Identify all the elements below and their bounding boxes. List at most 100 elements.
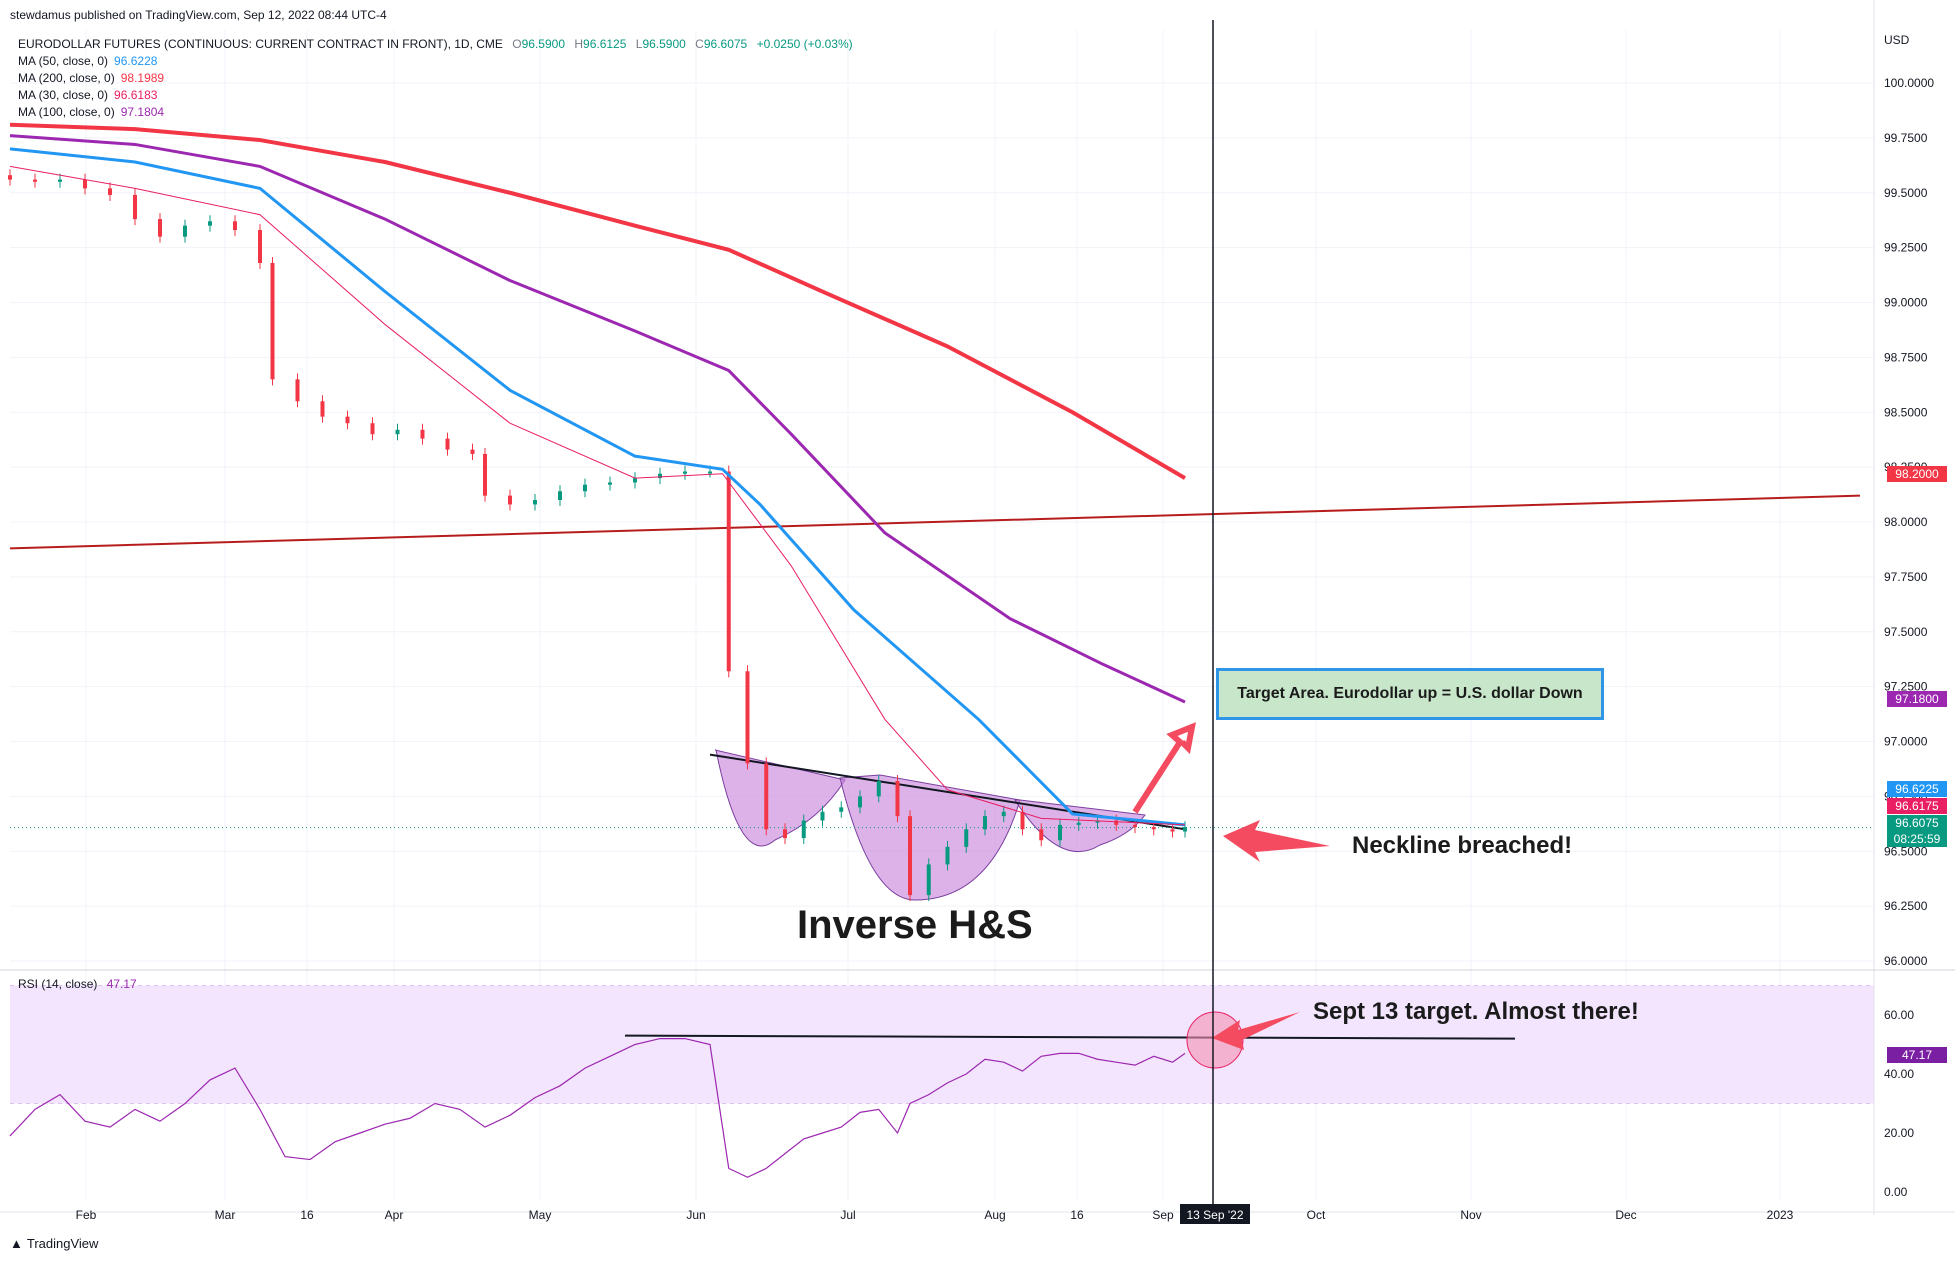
x-tick-label: 16 <box>1070 1208 1084 1222</box>
rsi-note: Sept 13 target. Almost there! <box>1313 998 1639 1025</box>
x-tick-label: Feb <box>76 1208 97 1222</box>
candle-body <box>876 781 881 797</box>
candle-body <box>295 379 300 402</box>
candle-body <box>1183 827 1187 832</box>
price-tag-ma100: 97.1800 <box>1887 691 1947 707</box>
candle-body <box>233 221 237 231</box>
legend-ma-200[interactable]: MA (200, close, 0) 98.1989 <box>18 71 165 85</box>
rsi-trendline <box>624 1034 1516 1040</box>
candle-body <box>726 471 731 672</box>
cursor-date-label: 13 Sep '22 <box>1186 1208 1243 1222</box>
y-tick-label: 99.0000 <box>1884 296 1928 310</box>
long-trendline <box>9 494 1861 550</box>
candle-body <box>533 500 537 505</box>
candle-body <box>745 671 750 764</box>
x-tick-label: Mar <box>215 1208 236 1222</box>
legend-ma-30[interactable]: MA (30, close, 0) 96.6183 <box>18 88 158 102</box>
candle-body <box>470 449 475 454</box>
candle-body <box>708 471 712 474</box>
trendline-layer <box>9 494 1874 831</box>
candle-body <box>583 484 587 492</box>
price-tag-ma50: 96.6225 <box>1887 781 1947 797</box>
candle-body <box>558 491 562 501</box>
neckline-arrow-icon <box>1223 820 1330 862</box>
y-tick-label: 97.5000 <box>1884 625 1928 639</box>
x-tick-label: 2023 <box>1767 1208 1794 1222</box>
annotation-arrows <box>1132 722 1330 1050</box>
candle-body <box>945 846 950 865</box>
tradingview-logo[interactable]: ▲ TradingView <box>10 1236 99 1251</box>
legend-ma-100[interactable]: MA (100, close, 0) 97.1804 <box>18 105 165 119</box>
candle-body <box>801 820 806 839</box>
candle-body <box>764 763 769 830</box>
candle-body <box>1133 824 1137 828</box>
candle-body <box>508 495 512 505</box>
y-tick-label: 100.0000 <box>1884 76 1934 90</box>
y-tick-label: 99.7500 <box>1884 131 1928 145</box>
rsi-tick-label: 40.00 <box>1884 1067 1914 1081</box>
y-tick-label: 99.2500 <box>1884 241 1928 255</box>
candle-body <box>783 829 787 839</box>
candlestick-series <box>8 169 1187 902</box>
tradingview-logo-icon: ▲ <box>10 1236 23 1251</box>
legend-ma-50[interactable]: MA (50, close, 0) 96.6228 <box>18 54 158 68</box>
rsi-legend[interactable]: RSI (14, close) 47.17 <box>18 977 137 991</box>
rsi-target-circle <box>1186 1011 1244 1069</box>
candle-body <box>320 401 325 417</box>
candle-body <box>1114 820 1119 825</box>
rsi-series <box>9 1011 1516 1178</box>
candle-body <box>420 429 425 439</box>
candle-body <box>964 829 969 847</box>
candle-body <box>820 811 825 821</box>
candle-body <box>258 230 262 263</box>
candle-body <box>345 416 350 424</box>
candle-body <box>658 473 662 479</box>
crosshair: 13 Sep '22 <box>1180 20 1250 1224</box>
x-tick-label: Nov <box>1460 1208 1481 1222</box>
y-tick-label: 98.5000 <box>1884 405 1928 419</box>
candle-body <box>683 471 687 474</box>
candle-body <box>83 179 87 189</box>
candle-body <box>858 796 862 808</box>
rsi-tick-label: 60.00 <box>1884 1008 1914 1022</box>
candle-body <box>58 179 62 182</box>
ohlc-open: 96.5900 <box>521 37 565 51</box>
candle-body <box>133 194 137 220</box>
candle-body <box>1001 811 1006 817</box>
candle-body <box>483 453 487 496</box>
up-arrow-icon <box>1132 722 1196 814</box>
left-shoulder-shape <box>714 749 846 847</box>
ma-line <box>9 122 1187 480</box>
candle-body <box>158 219 162 237</box>
x-tick-label: Aug <box>984 1208 1005 1222</box>
candle-body <box>1170 829 1175 832</box>
inverse-hs-shapes <box>714 749 1146 901</box>
candle-body <box>370 423 375 435</box>
candle-body <box>445 438 450 450</box>
price-tag-last: 96.6075 <box>1887 815 1947 831</box>
x-tick-label: May <box>529 1208 552 1222</box>
candle-body <box>270 262 275 380</box>
candle-body <box>926 864 931 896</box>
candle-body <box>108 188 112 195</box>
y-tick-label: 98.0000 <box>1884 515 1928 529</box>
moving-average-series <box>9 122 1187 827</box>
x-tick-label: Jun <box>686 1208 705 1222</box>
rsi-value: 47.17 <box>106 977 137 991</box>
cursor-date-box <box>1180 1204 1250 1224</box>
rsi-tick-label: 20.00 <box>1884 1126 1914 1140</box>
ma-line <box>9 165 1186 826</box>
candle-body <box>1058 824 1062 841</box>
rsi-line <box>9 1038 1186 1178</box>
x-tick-label: Apr <box>385 1208 404 1222</box>
y-tick-label: 98.7500 <box>1884 350 1928 364</box>
candle-body <box>8 175 12 180</box>
rsi-tick-label: 0.00 <box>1884 1185 1908 1199</box>
y-tick-label: 96.2500 <box>1884 899 1928 913</box>
candle-body <box>183 225 187 237</box>
target-area-box[interactable]: Target Area. Eurodollar up = U.S. dollar… <box>1216 668 1604 720</box>
ohlc-change: +0.0250 (+0.03%) <box>756 37 853 51</box>
candle-body <box>1039 829 1044 841</box>
y-tick-label: 99.5000 <box>1884 186 1928 200</box>
